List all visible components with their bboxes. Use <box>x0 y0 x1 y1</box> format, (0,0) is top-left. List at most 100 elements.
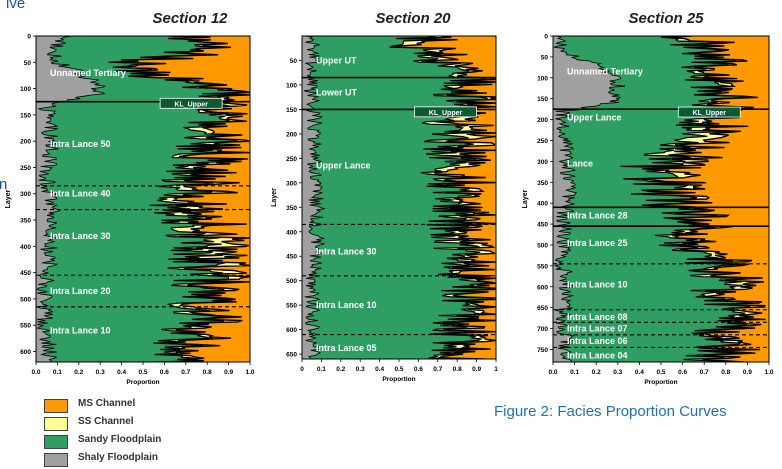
x-tick-label: 0.9 <box>472 366 481 373</box>
section-12-chart: KL_Upper Unnamed Tertiary Intra Lance 50 In… <box>5 34 255 387</box>
y-tick-label: 250 <box>20 165 31 172</box>
sandy-floodplain-curve <box>108 36 247 362</box>
y-tick-label: 700 <box>537 326 548 333</box>
zone-label: Lance <box>567 158 593 168</box>
y-tick-label: 350 <box>537 180 548 187</box>
zone-label: Upper Lance <box>316 161 371 171</box>
y-tick-label: 400 <box>286 229 297 236</box>
y-axis-title: Layer <box>522 189 529 208</box>
y-tick-label: 300 <box>537 159 548 166</box>
x-tick-label: 0.6 <box>678 369 687 376</box>
y-tick-label: 650 <box>286 352 297 359</box>
x-tick-label: 0.3 <box>96 369 105 376</box>
shaly-floodplain-curve <box>304 36 326 359</box>
y-tick-label: 300 <box>20 191 31 198</box>
x-tick-label: 0.1 <box>570 369 579 376</box>
y-tick-label: 450 <box>286 254 297 261</box>
y-tick-label: 600 <box>286 327 297 334</box>
y-tick-label: 600 <box>537 284 548 291</box>
x-tick-label: 0.9 <box>224 369 233 376</box>
section-12-title: Section 12 <box>152 10 228 27</box>
x-tick-label: 0.1 <box>53 369 62 376</box>
zone-label: Intra Lance 10 <box>50 325 111 335</box>
y-tick-label: 150 <box>537 96 548 103</box>
y-tick-label: 100 <box>20 86 31 93</box>
zone-label: Intra Lance 10 <box>316 300 377 310</box>
x-tick-label: 0.1 <box>317 366 326 373</box>
legend-label: Shaly Floodplain <box>78 452 159 463</box>
y-tick-label: 550 <box>20 323 31 330</box>
x-axis-title: Proportion <box>126 379 159 386</box>
clipped-text-side: n <box>0 176 8 193</box>
zone-label: Intra Lance 10 <box>567 280 628 290</box>
y-tick-label: 50 <box>290 58 298 65</box>
y-tick-label: 350 <box>286 205 297 212</box>
zone-label: Lower UT <box>316 87 358 97</box>
y-tick-label: 300 <box>286 180 297 187</box>
y-tick-label: 550 <box>286 303 297 310</box>
x-tick-label: 0.6 <box>414 366 423 373</box>
x-tick-label: 0.0 <box>548 369 557 376</box>
y-tick-label: 500 <box>286 278 297 285</box>
kl-upper-marker <box>414 106 477 118</box>
zone-label: Unnamed Tertiary <box>50 68 126 78</box>
x-tick-label: 0.5 <box>138 369 147 376</box>
x-tick-label: 0.9 <box>743 369 752 376</box>
legend-swatch-sandy-floodplain <box>44 435 68 449</box>
zone-label: Unnamed Tertiary <box>567 67 643 77</box>
x-tick-label: 0.4 <box>117 369 126 376</box>
y-tick-label: 150 <box>286 107 297 114</box>
kl-upper-marker <box>677 106 741 118</box>
y-tick-label: 600 <box>20 349 31 356</box>
facies-areas <box>302 36 496 359</box>
x-tick-label: 0.0 <box>31 369 40 376</box>
y-tick-label: 250 <box>537 138 548 145</box>
x-tick-label: 0 <box>300 366 304 373</box>
x-tick-label: 0.4 <box>635 369 644 376</box>
section-25-title: Section 25 <box>628 10 704 27</box>
y-axis-title: Layer <box>5 189 12 208</box>
y-tick-label: 100 <box>537 75 548 82</box>
x-tick-label: 1.0 <box>245 369 254 376</box>
y-tick-label: 400 <box>20 244 31 251</box>
zone-label: Intra Lance 05 <box>316 343 377 353</box>
sandy-floodplain-curve <box>620 36 755 362</box>
zone-label: Upper Lance <box>567 113 622 123</box>
zone-label: Intra Lance 30 <box>50 231 111 241</box>
x-tick-label: 0.7 <box>433 366 442 373</box>
zone-label: Intra Lance 28 <box>567 211 628 221</box>
y-tick-label: 100 <box>286 82 297 89</box>
zone-label: Intra Lance 50 <box>50 139 111 149</box>
legend-label: MS Channel <box>78 398 136 409</box>
kl-upper-label: KL_Upper <box>693 110 727 117</box>
zone-label: Upper UT <box>316 55 357 65</box>
zone-label: Intra Lance 40 <box>50 189 111 199</box>
x-tick-label: 0.2 <box>592 369 601 376</box>
y-tick-label: 650 <box>537 305 548 312</box>
zone-label: Intra Lance 04 <box>567 351 628 361</box>
x-axis-title: Proportion <box>644 379 677 386</box>
x-tick-label: 1 <box>494 366 498 373</box>
y-axis-title: Layer <box>271 188 278 207</box>
facies-areas <box>36 36 250 362</box>
y-tick-label: 200 <box>286 131 297 138</box>
x-tick-label: 0.6 <box>160 369 169 376</box>
facies-areas <box>553 36 769 362</box>
y-tick-label: 350 <box>20 218 31 225</box>
y-tick-label: 400 <box>537 201 548 208</box>
zone-label: Intra Lance 07 <box>567 324 628 334</box>
x-tick-label: 0.4 <box>375 366 384 373</box>
zone-label: Intra Lance 20 <box>50 286 111 296</box>
y-tick-label: 450 <box>537 222 548 229</box>
y-tick-label: 50 <box>24 60 32 67</box>
kl-upper-marker <box>159 97 223 109</box>
zone-label: Intra Lance 30 <box>316 246 377 256</box>
sandy-floodplain-curve <box>389 36 496 359</box>
legend-swatch-ms-channel <box>44 399 68 413</box>
shaly-floodplain-area <box>553 36 625 362</box>
clipped-text-top: ive <box>6 0 26 12</box>
y-tick-label: 0 <box>27 34 31 41</box>
section-20-chart: KL_Upper Upper UT Lower UT Upper Lance Intra… <box>271 35 498 383</box>
x-tick-label: 0.2 <box>74 369 83 376</box>
kl-upper-label: KL_Upper <box>429 110 463 117</box>
